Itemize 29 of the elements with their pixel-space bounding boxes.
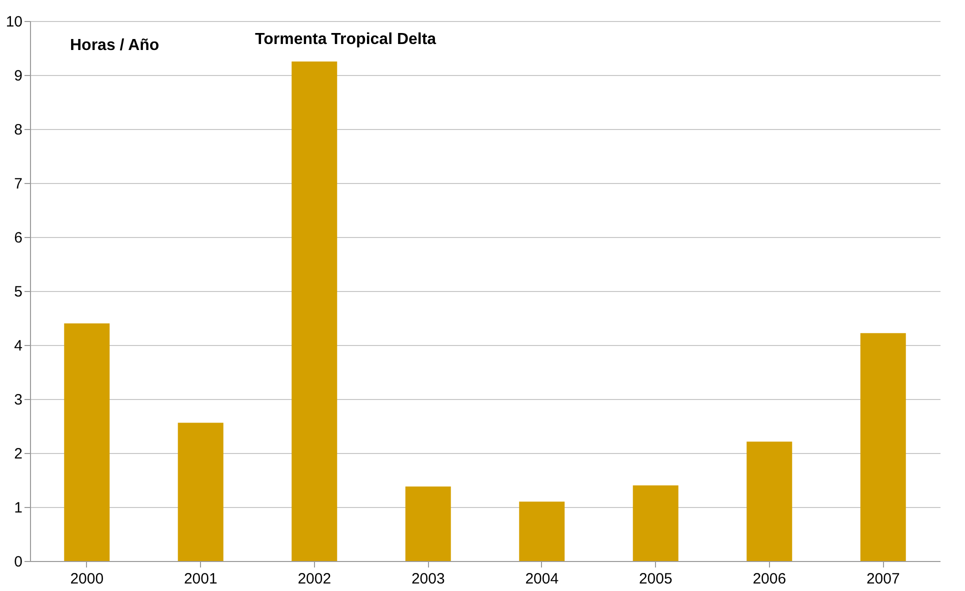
x-tick-label: 2006 (752, 570, 786, 588)
bar (292, 62, 338, 561)
y-tick-label: 3 (14, 392, 22, 408)
y-tick-label: 7 (14, 176, 22, 192)
x-tick-label: 2001 (184, 570, 218, 588)
y-axis-title: Horas / Año (70, 37, 160, 54)
y-tick-label: 2 (14, 446, 22, 462)
bar (860, 333, 906, 561)
x-tick-label: 2004 (525, 570, 559, 588)
y-tick-label: 0 (14, 554, 22, 570)
y-tick-label: 1 (14, 500, 22, 516)
bar (519, 502, 565, 561)
y-tick-label: 9 (14, 68, 22, 84)
x-tick-label: 2007 (866, 570, 900, 588)
bar (405, 486, 451, 561)
y-tick-label: 8 (14, 122, 22, 138)
x-tick-label: 2000 (70, 570, 104, 588)
x-tick-label: 2002 (298, 570, 332, 588)
y-tick-label: 5 (14, 284, 22, 300)
bar (632, 485, 678, 561)
bar (746, 442, 792, 561)
y-tick-label: 6 (14, 230, 22, 246)
annotation: Tormenta Tropical Delta (255, 31, 436, 48)
bar (178, 422, 224, 561)
y-tick-label: 10 (6, 14, 22, 30)
bar (64, 323, 110, 561)
x-tick-label: 2003 (411, 570, 445, 588)
x-tick-label: 2005 (638, 570, 672, 588)
y-tick-label: 4 (14, 338, 22, 354)
